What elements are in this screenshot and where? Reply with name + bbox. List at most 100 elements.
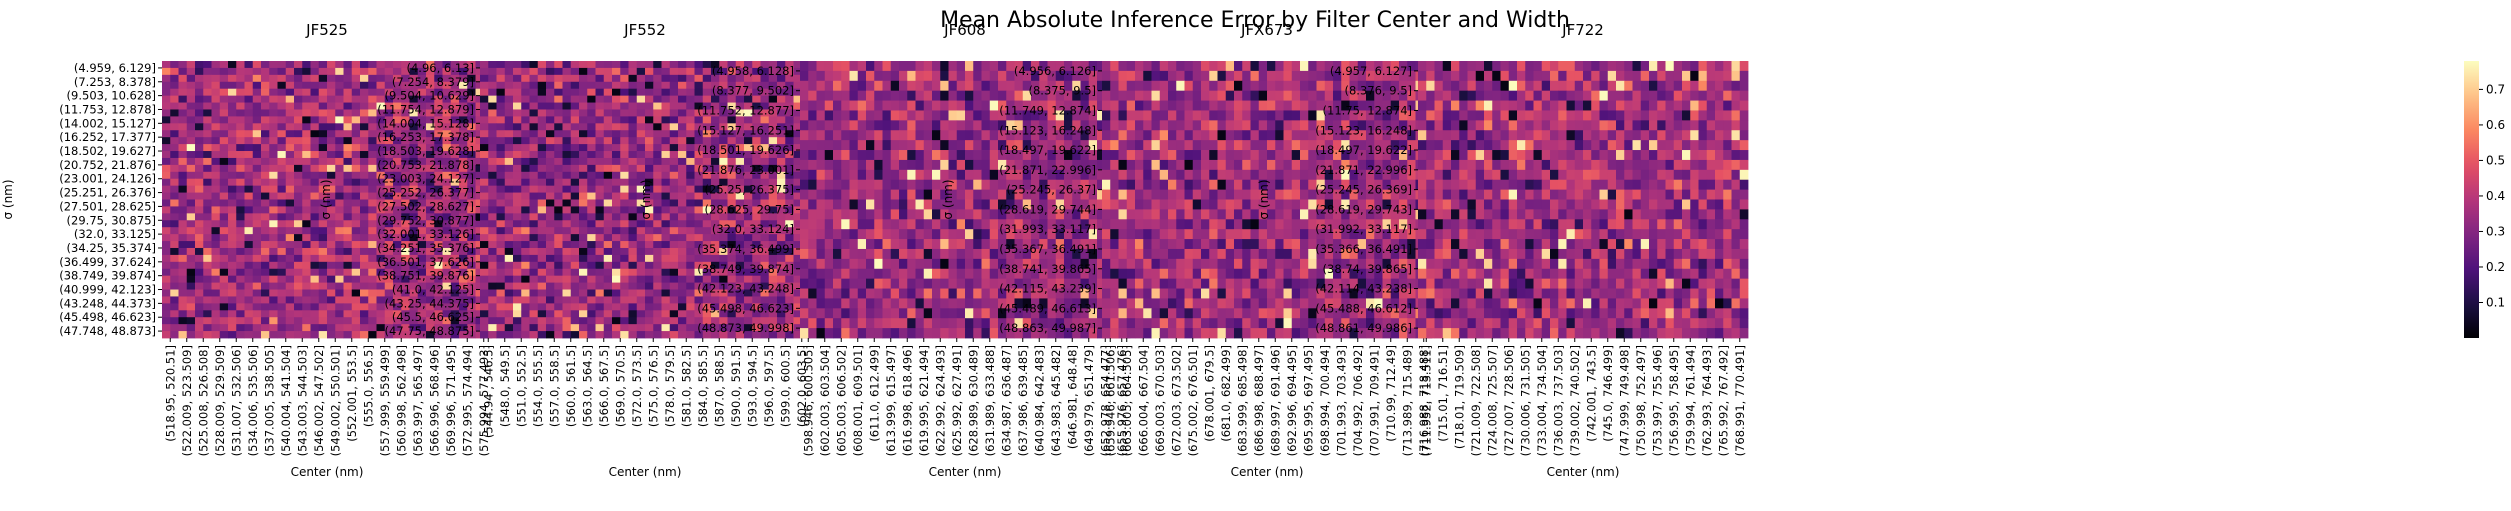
heatmap-cell	[923, 328, 933, 339]
heatmap-cell	[1225, 130, 1235, 141]
heatmap-cell	[294, 324, 303, 332]
heatmap-cell	[628, 254, 638, 263]
heatmap-cell	[459, 178, 468, 187]
heatmap-cell	[459, 331, 468, 339]
heatmap-cell	[1047, 100, 1057, 111]
heatmap-cell	[899, 61, 908, 72]
heatmap-cell	[932, 248, 941, 260]
heatmap-cell	[1184, 61, 1194, 72]
heatmap-cell	[496, 151, 506, 159]
heatmap-cell	[636, 178, 646, 187]
heatmap-cell	[554, 227, 563, 235]
heatmap-cell	[752, 102, 761, 110]
heatmap-cell	[1382, 130, 1392, 141]
heatmap-cell	[694, 199, 704, 207]
heatmap-cell	[170, 137, 179, 145]
heatmap-cell	[998, 308, 1007, 319]
heatmap-cell	[1143, 80, 1152, 92]
heatmap-cell	[587, 178, 596, 187]
heatmap-cell	[277, 130, 287, 138]
heatmap-cell	[496, 254, 506, 263]
heatmap-cell	[252, 164, 262, 173]
heatmap-cell	[998, 169, 1007, 181]
heatmap-cell	[768, 74, 778, 83]
heatmap-cell	[360, 171, 369, 180]
heatmap-cell	[661, 199, 671, 207]
heatmap-cell	[570, 123, 580, 131]
heatmap-cell	[417, 116, 427, 124]
heatmap-cell	[228, 178, 237, 187]
heatmap-cell	[1143, 120, 1152, 131]
heatmap-cell	[595, 192, 605, 200]
heatmap-cell	[981, 159, 991, 171]
heatmap-cell	[816, 70, 826, 82]
heatmap-cell	[1184, 159, 1194, 171]
heatmap-cell	[376, 144, 386, 152]
heatmap-cell	[694, 324, 704, 332]
heatmap-cell	[694, 303, 704, 311]
heatmap-cell	[587, 227, 596, 235]
heatmap-cell	[1118, 110, 1128, 121]
heatmap-cell	[442, 282, 452, 290]
heatmap-cell	[719, 178, 728, 187]
y-tick-label: (14.002, 15.127]	[59, 116, 156, 130]
heatmap-cell	[768, 171, 778, 180]
heatmap-cell	[513, 227, 522, 235]
heatmap-cell	[874, 169, 883, 181]
heatmap-cell	[401, 213, 410, 221]
heatmap-cell	[467, 88, 476, 97]
heatmap-cell	[360, 74, 369, 83]
heatmap-cell	[480, 310, 489, 318]
heatmap-cell	[899, 298, 908, 309]
heatmap-cell	[636, 157, 646, 166]
heatmap-cell	[1135, 80, 1144, 92]
heatmap-cell	[932, 110, 941, 121]
heatmap-cell	[327, 151, 336, 159]
heatmap-cell	[360, 310, 369, 318]
heatmap-cell	[562, 102, 572, 110]
heatmap-cell	[1014, 140, 1024, 151]
heatmap-cell	[727, 241, 737, 249]
heatmap-cell	[1390, 61, 1400, 72]
heatmap-cell	[186, 95, 196, 103]
heatmap-cell	[393, 123, 402, 131]
heatmap-cell	[653, 81, 662, 90]
heatmap-cell	[915, 179, 925, 190]
heatmap-cell	[529, 171, 539, 180]
heatmap-cell	[480, 102, 489, 110]
heatmap-cell	[401, 74, 410, 83]
heatmap-cell	[294, 241, 303, 249]
heatmap-cell	[285, 261, 295, 270]
heatmap-cell	[162, 88, 171, 97]
heatmap-cell	[579, 185, 588, 193]
heatmap-cell	[1064, 140, 1073, 151]
heatmap-cell	[595, 261, 605, 270]
heatmap-cell	[620, 296, 629, 304]
heatmap-cell	[554, 282, 563, 290]
heatmap-cell	[956, 278, 966, 289]
heatmap-cell	[310, 192, 320, 200]
heatmap-cell	[1110, 70, 1119, 82]
heatmap-cell	[343, 137, 353, 145]
heatmap-cell	[932, 189, 941, 200]
heatmap-cell	[636, 303, 646, 311]
heatmap-cell	[546, 61, 555, 69]
heatmap-cell	[1031, 90, 1040, 101]
heatmap-cell	[824, 278, 834, 289]
heatmap-cell	[459, 241, 468, 249]
heatmap-cell	[612, 61, 621, 69]
heatmap-cell	[1291, 110, 1301, 121]
heatmap-cell	[1088, 189, 1098, 200]
heatmap-cell	[384, 331, 394, 339]
heatmap-cell	[401, 123, 410, 131]
heatmap-cell	[768, 220, 778, 228]
heatmap-cell	[244, 144, 254, 152]
heatmap-cell	[203, 157, 212, 166]
heatmap-cell	[1064, 110, 1073, 121]
heatmap-cell	[948, 140, 958, 151]
figure-title: Mean Absolute Inference Error by Filter …	[940, 8, 1570, 33]
heatmap-cell	[376, 254, 386, 263]
heatmap-cell	[546, 88, 555, 97]
heatmap-cell	[636, 254, 646, 263]
heatmap-cell	[793, 102, 803, 110]
